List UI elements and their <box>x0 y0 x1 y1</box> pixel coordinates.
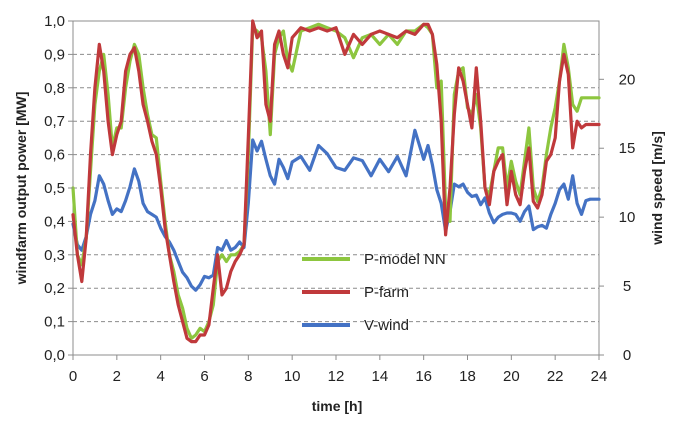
y-left-tick-label: 0,1 <box>44 314 65 331</box>
y-left-tick-label: 0,5 <box>44 180 65 197</box>
y-axis-right-title: wind speed [m/s] <box>649 131 665 246</box>
y-left-tick-label: 0,4 <box>44 213 65 230</box>
series-line-p-farm <box>71 19 601 344</box>
y-left-tick-label: 0,3 <box>44 247 65 264</box>
y-right-tick-label: 20 <box>619 71 636 88</box>
legend: P-model NN P-farm V-wind <box>302 251 446 334</box>
x-axis-title: time [h] <box>312 398 363 414</box>
y-axis-left-title: windfarm output power [MW] <box>13 92 29 286</box>
x-tick-label: 14 <box>371 368 388 385</box>
x-tick-label: 10 <box>284 368 301 385</box>
x-tick-label: 24 <box>591 368 608 385</box>
series-layer <box>71 19 601 344</box>
y-left-tick-label: 0,7 <box>44 113 65 130</box>
y-left-tick-label: 1,0 <box>44 13 65 30</box>
legend-label-v-wind: V-wind <box>364 317 409 334</box>
x-tick-label: 12 <box>328 368 345 385</box>
x-tick-labels: 0 2 4 6 8 10 12 14 16 18 20 22 24 <box>69 355 608 385</box>
x-tick-label: 6 <box>200 368 208 385</box>
y-right-tick-labels: 0 5 10 15 20 <box>599 71 635 364</box>
y-left-tick-label: 0,2 <box>44 280 65 297</box>
y-left-tick-label: 0,8 <box>44 80 65 97</box>
y-right-tick-label: 5 <box>623 278 631 295</box>
y-left-tick-label: 0,0 <box>44 347 65 364</box>
y-left-tick-label: 0,9 <box>44 46 65 63</box>
y-right-tick-label: 10 <box>619 209 636 226</box>
legend-label-p-model-nn: P-model NN <box>364 251 446 268</box>
x-tick-label: 20 <box>503 368 520 385</box>
grid-layer <box>73 53 599 323</box>
x-tick-label: 2 <box>113 368 121 385</box>
y-right-tick-label: 0 <box>623 347 631 364</box>
y-right-tick-label: 15 <box>619 140 636 157</box>
y-left-tick-labels: 0,0 0,1 0,2 0,3 0,4 0,5 0,6 0,7 0,8 0,9 1,0 <box>44 13 73 364</box>
series-line-v-wind <box>71 128 601 292</box>
x-tick-label: 22 <box>547 368 564 385</box>
x-tick-label: 4 <box>156 368 164 385</box>
x-tick-label: 0 <box>69 368 77 385</box>
x-tick-label: 8 <box>244 368 252 385</box>
x-tick-label: 18 <box>459 368 476 385</box>
legend-label-p-farm: P-farm <box>364 284 409 301</box>
y-left-tick-label: 0,6 <box>44 147 65 164</box>
x-tick-label: 16 <box>415 368 432 385</box>
